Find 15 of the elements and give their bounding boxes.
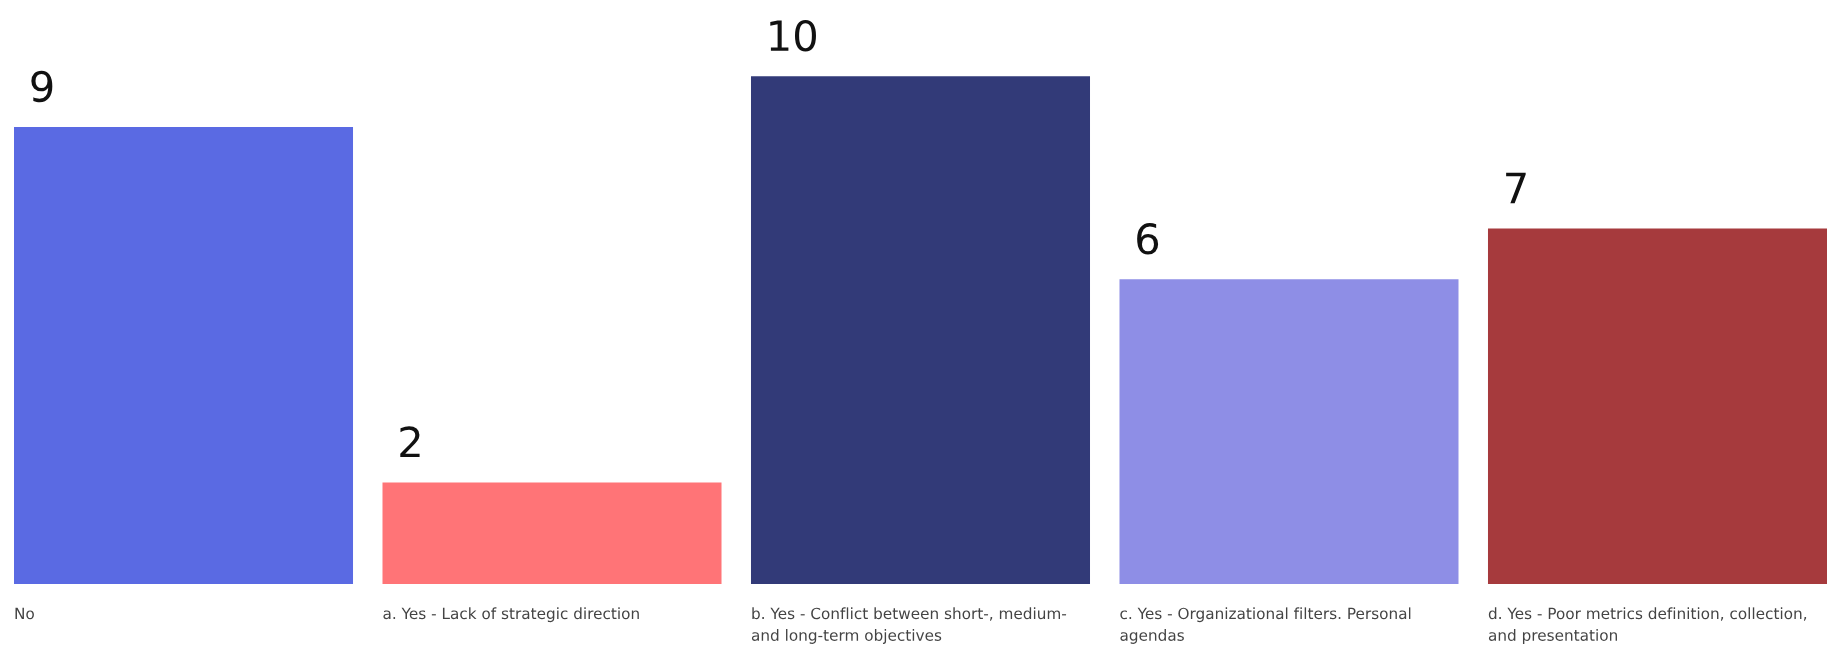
x-tick-label: a. Yes - Lack of strategic direction — [383, 607, 639, 623]
bar — [382, 482, 722, 584]
bar — [14, 126, 354, 584]
data-label: 2 — [400, 426, 420, 458]
data-label: 10 — [770, 19, 816, 52]
bar — [1119, 279, 1459, 584]
data-label: 7 — [1506, 172, 1526, 204]
data-label: 9 — [31, 70, 53, 103]
x-tick-label: d. Yes - Poor metrics definition, collection, and presentation — [1488, 607, 1807, 644]
bar — [750, 76, 1091, 584]
data-label: 6 — [1137, 223, 1159, 255]
x-tick-label: c. Yes - Organizational filters. Personal agendas — [1120, 607, 1411, 644]
x-tick-label: b. Yes - Conflict between short-, medium- and long-term objectives — [751, 607, 1067, 644]
bar — [1487, 228, 1827, 584]
x-tick-label: No — [15, 607, 34, 620]
